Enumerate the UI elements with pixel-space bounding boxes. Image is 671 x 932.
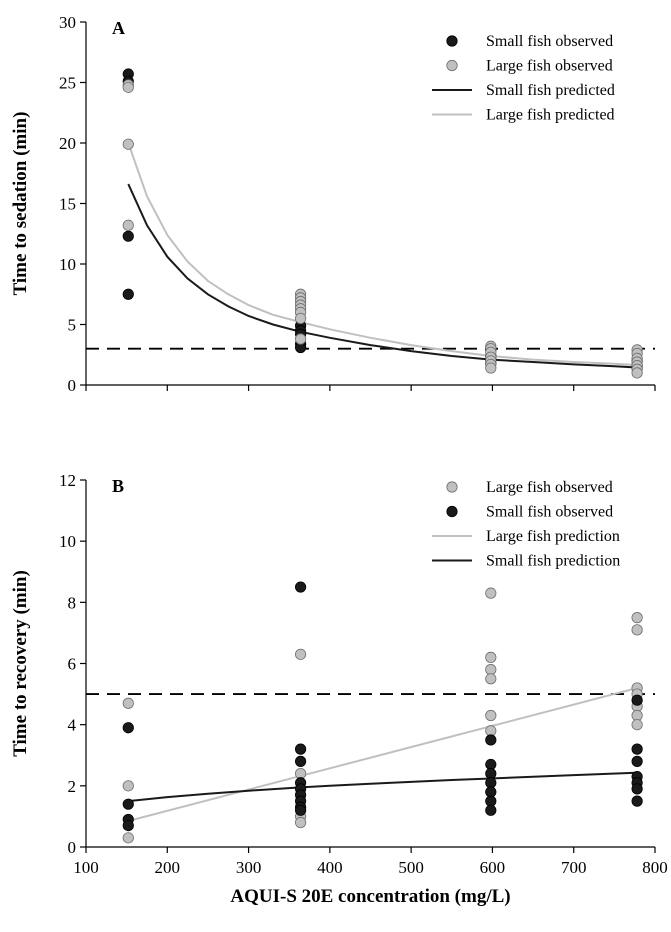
legend-marker-large <box>446 481 458 493</box>
data-point-large <box>294 816 307 829</box>
x-tick-label: 700 <box>561 858 587 877</box>
x-tick-label: 200 <box>155 858 181 877</box>
y-tick-label: 8 <box>68 593 77 612</box>
legend-marker-small <box>446 35 458 47</box>
panel-label: B <box>112 476 124 496</box>
legend-label: Small fish predicted <box>486 82 615 99</box>
y-tick-label: 0 <box>68 838 77 857</box>
data-point-small <box>294 743 307 755</box>
data-point-small <box>631 795 643 807</box>
series-line-small <box>127 183 638 369</box>
data-point-large <box>485 587 497 599</box>
legend-label: Small fish observed <box>486 33 613 50</box>
data-point-small <box>485 804 497 816</box>
data-point-large <box>294 648 307 660</box>
series-line-large <box>127 142 638 366</box>
data-point-large <box>485 362 497 374</box>
legend-label: Small fish observed <box>486 504 613 521</box>
legend-marker-large <box>446 59 458 72</box>
data-point-small <box>294 581 307 593</box>
y-tick-label: 10 <box>59 532 76 551</box>
data-point-small <box>122 819 134 832</box>
panel-label: A <box>112 18 125 38</box>
y-tick-label: 12 <box>59 471 76 490</box>
data-point-large <box>122 697 134 709</box>
data-point-large <box>122 832 134 844</box>
data-point-large <box>631 612 643 624</box>
y-tick-label: 6 <box>68 655 77 674</box>
data-point-small <box>631 694 643 706</box>
data-point-small <box>122 230 134 242</box>
data-point-large <box>122 138 134 150</box>
legend-marker-small <box>446 505 458 518</box>
data-point-small <box>631 783 643 795</box>
data-point-large <box>122 219 134 231</box>
data-point-large <box>485 673 497 685</box>
y-tick-label: 5 <box>68 316 77 335</box>
series-line-large <box>128 687 638 822</box>
y-tick-label: 20 <box>59 134 76 153</box>
data-point-small <box>122 288 134 300</box>
legend-label: Large fish observed <box>486 479 613 496</box>
y-tick-label: 2 <box>68 777 77 796</box>
x-tick-label: 400 <box>317 858 343 877</box>
y-tick-label: 0 <box>68 376 77 395</box>
panel-a: 0 5 10 15 20 25 30 A Time to sedation (min) Small… <box>10 13 656 395</box>
y-tick-label: 25 <box>59 74 76 93</box>
y-axis-title: Time to sedation (min) <box>10 112 31 296</box>
data-point-large <box>485 709 497 722</box>
data-point-large <box>294 312 307 325</box>
data-point-small <box>485 734 497 746</box>
x-tick-label: 800 <box>642 858 668 877</box>
data-point-small <box>294 804 307 816</box>
data-point-small <box>122 798 134 810</box>
y-tick-label: 30 <box>59 13 76 32</box>
data-point-small <box>294 755 307 767</box>
data-point-large <box>485 651 497 663</box>
data-point-large <box>122 780 134 792</box>
legend-label: Large fish prediction <box>486 528 620 545</box>
legend-label: Large fish predicted <box>486 107 615 124</box>
data-point-large <box>122 81 134 93</box>
y-axis-title: Time to recovery (min) <box>10 570 31 757</box>
y-tick-label: 4 <box>68 716 77 735</box>
data-point-small <box>631 755 643 767</box>
legend-label: Large fish observed <box>486 58 613 75</box>
x-tick-label: 600 <box>480 858 506 877</box>
data-point-large <box>631 367 643 379</box>
x-tick-label: 500 <box>398 858 424 877</box>
data-point-large <box>631 624 643 636</box>
y-tick-label: 15 <box>59 195 76 214</box>
x-tick-label: 300 <box>236 858 262 877</box>
data-point-small <box>122 722 134 734</box>
data-point-large <box>294 333 307 345</box>
x-axis-title: AQUI-S 20E concentration (mg/L) <box>230 886 510 907</box>
panel-b: 0 2 4 6 8 10 12 100 200 300 400 500 600 700 800 B Time t… <box>10 471 668 907</box>
series-line-small <box>128 771 638 803</box>
y-tick-label: 10 <box>59 255 76 274</box>
x-tick-label: 100 <box>73 858 99 877</box>
data-point-large <box>631 719 643 731</box>
data-point-small <box>631 743 643 755</box>
legend-label: Small fish prediction <box>486 553 620 570</box>
